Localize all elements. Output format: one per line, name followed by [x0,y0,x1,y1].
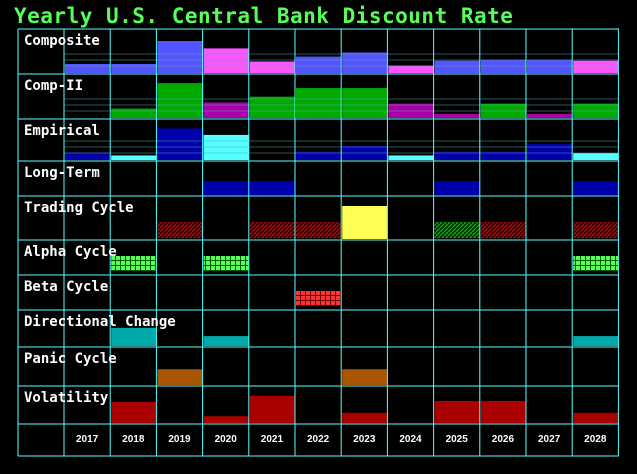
composite-bar-2026 [480,59,526,73]
empirical-bar-2027 [527,144,573,160]
empirical-bar-2018 [111,155,157,160]
row-label-comp-ii: Comp-II [24,78,83,94]
long-term-bar-2020 [203,181,249,195]
comp-ii-bar-2019 [157,83,203,118]
year-label-2017: 2017 [76,434,99,445]
volatility-bar-2021 [249,395,295,423]
panic-cycle-bar-2023 [342,369,388,385]
year-label-2023: 2023 [353,434,376,445]
volatility-bar-2020 [203,416,249,423]
year-label-2025: 2025 [446,434,469,445]
long-term-bar-2025 [434,181,480,195]
row-label-alpha-cycle: Alpha Cycle [24,244,117,260]
row-label-directional-change: Directional Change [24,314,176,330]
composite-bar-2025 [434,60,480,73]
comp-ii-bar-2025 [434,113,480,118]
trading-cycle-marker-2021 [249,222,295,238]
year-label-2024: 2024 [399,434,422,445]
composite-bar-2027 [527,59,573,73]
year-label-2027: 2027 [538,434,561,445]
year-label-2028: 2028 [584,434,607,445]
directional-change-bar-2018 [111,327,157,346]
empirical-bar-2025 [434,151,480,160]
empirical-bar-2017 [65,152,111,160]
volatility-bar-2018 [111,401,157,423]
long-term-bar-2021 [249,181,295,195]
empirical-bar-2024 [388,155,434,160]
composite-bar-2022 [296,56,342,73]
composite-bar-2019 [157,41,203,73]
year-label-2026: 2026 [492,434,515,445]
comp-ii-bar-2023 [342,88,388,118]
beta-cycle-marker-2022 [296,291,342,306]
empirical-bar-2026 [480,151,526,160]
trading-cycle-marker-2025 [434,222,480,238]
volatility-bar-2026 [480,400,526,423]
year-label-2020: 2020 [215,434,238,445]
year-label-2018: 2018 [122,434,145,445]
comp-ii-bar-2021 [249,96,295,118]
composite-bar-2017 [65,63,111,73]
empirical-bar-2028 [573,153,619,160]
composite-bar-2018 [111,63,157,73]
empirical-bar-2022 [296,151,342,160]
year-label-2021: 2021 [261,434,284,445]
panic-cycle-bar-2019 [157,369,203,385]
composite-bar-2020 [203,48,249,73]
row-label-empirical: Empirical [24,123,100,139]
year-label-2019: 2019 [168,434,191,445]
row-label-panic-cycle: Panic Cycle [24,351,117,367]
trading-cycle-marker-2023 [342,206,388,239]
empirical-bar-2020 [203,134,249,160]
composite-bar-2021 [249,61,295,73]
empirical-bar-2019 [157,128,203,160]
comp-ii-bar-2022 [296,88,342,118]
comp-ii-bar-2018 [111,108,157,118]
alpha-cycle-marker-2020 [203,256,249,271]
row-label-composite: Composite [24,33,100,49]
trading-cycle-marker-2026 [480,222,526,238]
alpha-cycle-marker-2018 [111,256,157,271]
composite-bar-2023 [342,52,388,73]
trading-cycle-marker-2022 [296,222,342,238]
directional-change-bar-2020 [203,336,249,346]
directional-change-bar-2028 [573,336,619,346]
trading-cycle-marker-2019 [157,222,203,238]
comp-ii-bar-2027 [527,113,573,118]
chart-title: Yearly U.S. Central Bank Discount Rate [14,4,514,28]
volatility-bar-2023 [342,412,388,423]
year-label-2022: 2022 [307,434,330,445]
composite-bar-2028 [573,60,619,73]
row-label-volatility: Volatility [24,390,109,406]
composite-bar-2024 [388,65,434,73]
row-label-long-term: Long-Term [24,165,100,181]
row-label-trading-cycle: Trading Cycle [24,200,134,216]
long-term-bar-2028 [573,181,619,195]
trading-cycle-marker-2028 [573,222,619,238]
comp-ii-bar-2020 [203,102,249,118]
row-label-beta-cycle: Beta Cycle [24,279,108,295]
volatility-bar-2025 [434,400,480,423]
volatility-bar-2028 [573,412,619,423]
alpha-cycle-marker-2028 [573,256,619,271]
